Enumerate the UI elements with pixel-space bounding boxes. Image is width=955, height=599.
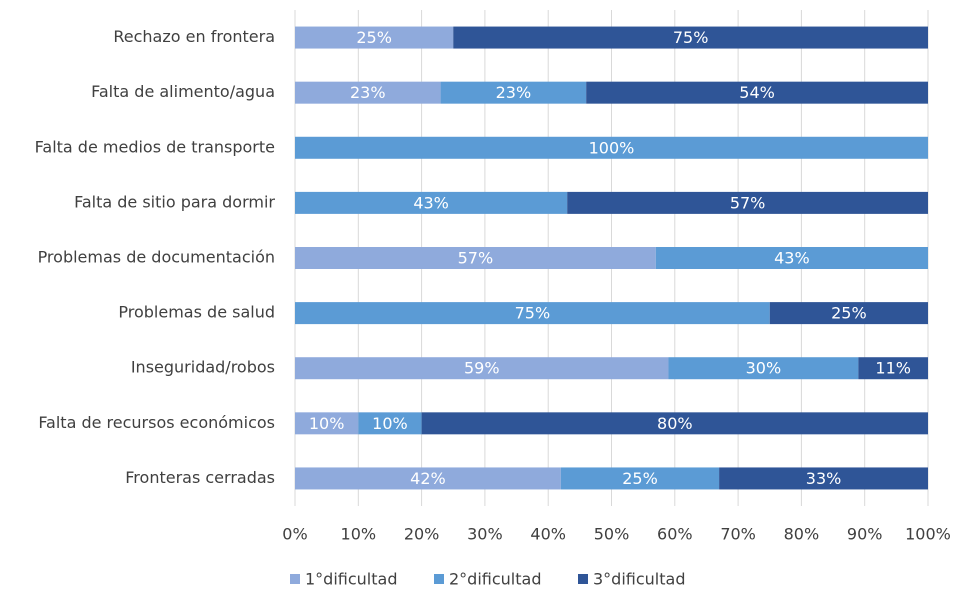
data-label: 42%	[410, 469, 446, 488]
data-label: 75%	[515, 304, 551, 323]
bar-segment	[295, 467, 561, 490]
data-label: 100%	[589, 138, 635, 157]
bar-segment	[655, 247, 928, 269]
bar-segment	[421, 412, 928, 435]
bar-segment	[719, 467, 928, 490]
bar-segment	[295, 412, 359, 435]
y-tick-label: Falta de recursos económicos	[38, 413, 275, 432]
bar-segment	[295, 357, 669, 380]
bar-segment	[769, 302, 928, 325]
bar-segment	[560, 467, 720, 490]
y-tick-label: Rechazo en frontera	[113, 27, 275, 46]
bar-segment	[567, 191, 928, 214]
x-tick-label: 80%	[784, 525, 820, 544]
x-tick-label: 70%	[720, 525, 756, 544]
x-tick-label: 20%	[404, 525, 440, 544]
bar-segment	[295, 26, 454, 49]
data-label: 75%	[673, 28, 709, 47]
data-label: 25%	[622, 469, 658, 488]
x-tick-label: 60%	[657, 525, 693, 544]
bar-segment	[358, 412, 422, 435]
x-tick-label: 40%	[530, 525, 566, 544]
y-tick-label: Falta de medios de transporte	[35, 137, 275, 156]
y-tick-label: Problemas de documentación	[38, 248, 275, 267]
data-label: 25%	[831, 304, 867, 323]
legend-swatch	[434, 574, 444, 584]
legend-label: 2°dificultad	[449, 570, 541, 589]
legend-swatch	[578, 574, 588, 584]
x-tick-label: 30%	[467, 525, 503, 544]
bar-segment	[295, 247, 656, 269]
bar-segment	[440, 81, 587, 104]
data-label: 25%	[356, 28, 392, 47]
legend-label: 3°dificultad	[593, 570, 685, 589]
y-tick-label: Problemas de salud	[118, 303, 275, 322]
data-label: 11%	[875, 359, 911, 378]
data-label: 57%	[458, 249, 494, 268]
y-tick-label: Fronteras cerradas	[125, 468, 275, 487]
bar-segment	[295, 81, 441, 104]
data-label: 54%	[739, 83, 775, 102]
legend-label: 1°dificultad	[305, 570, 397, 589]
data-label: 57%	[730, 193, 766, 212]
bar-segment	[453, 26, 928, 49]
bar-segment	[295, 302, 770, 325]
x-tick-label: 90%	[847, 525, 883, 544]
data-label: 59%	[464, 359, 500, 378]
bar-segment	[295, 136, 928, 159]
data-label: 43%	[774, 249, 810, 268]
data-label: 80%	[657, 414, 693, 433]
data-label: 43%	[413, 193, 449, 212]
bar-segment	[295, 191, 568, 214]
x-tick-label: 50%	[594, 525, 630, 544]
bar-segment	[668, 357, 859, 380]
y-tick-label: Inseguridad/robos	[131, 358, 275, 377]
data-label: 23%	[496, 83, 532, 102]
bar-segment	[858, 357, 928, 380]
data-label: 30%	[746, 359, 782, 378]
data-label: 33%	[806, 469, 842, 488]
data-label: 10%	[309, 414, 345, 433]
bar-segment	[586, 81, 928, 104]
y-tick-label: Falta de alimento/agua	[91, 82, 275, 101]
data-label: 23%	[350, 83, 386, 102]
x-tick-label: 100%	[905, 525, 951, 544]
legend-swatch	[290, 574, 300, 584]
x-tick-label: 10%	[341, 525, 377, 544]
x-tick-label: 0%	[282, 525, 307, 544]
y-tick-label: Falta de sitio para dormir	[74, 192, 275, 211]
data-label: 10%	[372, 414, 408, 433]
